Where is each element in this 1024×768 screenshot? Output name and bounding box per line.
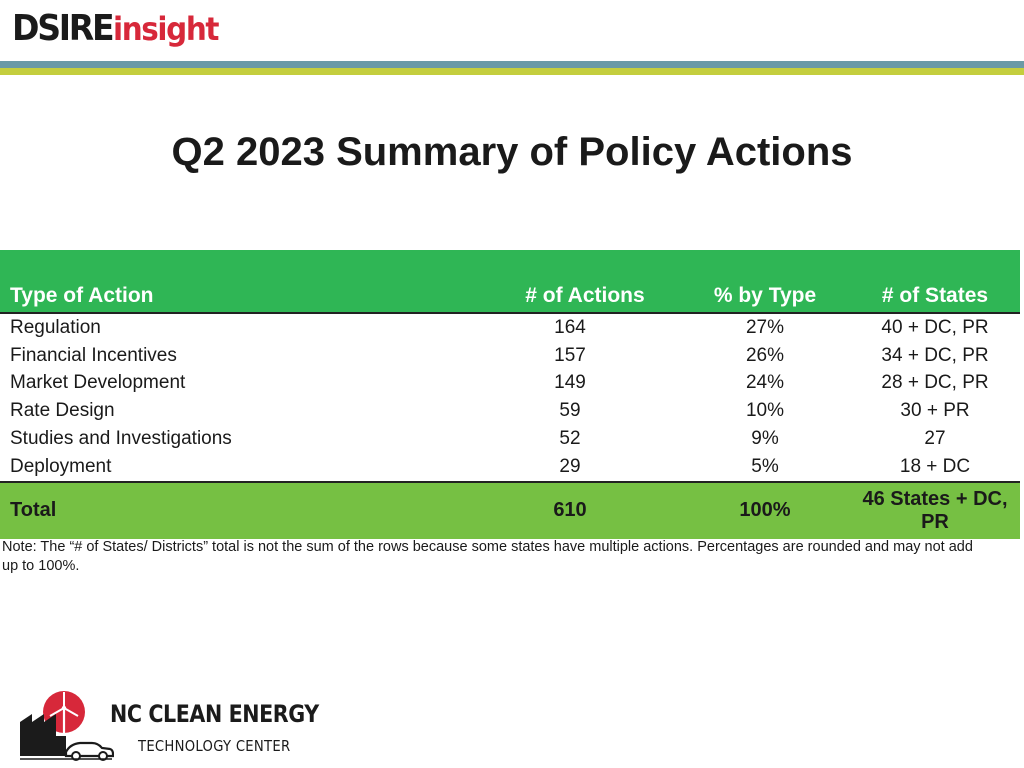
cell-type: Rate Design bbox=[10, 400, 115, 422]
cell-type: Regulation bbox=[10, 316, 101, 338]
table-row: Rate Design 59 10% 30 + PR bbox=[0, 397, 1020, 425]
org-name: NC CLEAN ENERGY bbox=[110, 700, 319, 728]
table-row: Regulation 164 27% 40 + DC, PR bbox=[0, 313, 1020, 342]
table-total-row: Total 610 100% 46 States + DC, PR bbox=[0, 481, 1020, 539]
cell-type: Deployment bbox=[0, 452, 460, 483]
cell-percent: 24% bbox=[745, 372, 785, 394]
cell-type: Market Development bbox=[10, 372, 186, 394]
cell-actions: 59 bbox=[559, 400, 581, 422]
cell-actions: 149 bbox=[554, 372, 586, 394]
table-row: Market Development 149 24% 28 + DC, PR bbox=[0, 370, 1020, 398]
cell-actions: 52 bbox=[559, 428, 581, 450]
cell-states: 34 + DC, PR bbox=[881, 344, 989, 366]
cell-states: 28 + DC, PR bbox=[881, 372, 989, 394]
header-divider-green bbox=[0, 68, 1024, 75]
cell-actions: 164 bbox=[554, 316, 586, 338]
cell-states: 30 + PR bbox=[900, 400, 970, 422]
slide-header: DSIREinsight bbox=[0, 0, 1024, 60]
cell-actions: 29 bbox=[460, 452, 680, 483]
col-header-states: # of States bbox=[850, 250, 1020, 314]
total-states: 46 States + DC, PR bbox=[850, 481, 1020, 539]
table-row: Studies and Investigations 52 9% 27 bbox=[0, 425, 1020, 453]
cell-actions: 157 bbox=[554, 344, 586, 366]
logo-insight-text: insight bbox=[113, 10, 219, 48]
cell-type: Studies and Investigations bbox=[10, 428, 232, 450]
col-header-actions: # of Actions bbox=[460, 250, 680, 314]
cell-percent: 10% bbox=[745, 400, 785, 422]
building-turbine-car-icon bbox=[20, 691, 114, 761]
nc-clean-energy-logo: NC CLEAN ENERGY TECHNOLOGY CENTER bbox=[18, 686, 358, 766]
org-subtitle: TECHNOLOGY CENTER bbox=[138, 737, 291, 755]
table-footnote: Note: The “# of States/ Districts” total… bbox=[2, 539, 973, 574]
dsire-insight-logo: DSIREinsight bbox=[12, 8, 227, 49]
col-header-percent: % by Type bbox=[680, 250, 850, 314]
total-label: Total bbox=[0, 481, 460, 539]
table-row: Deployment 29 5% 18 + DC bbox=[0, 452, 1020, 483]
header-divider-blue bbox=[0, 61, 1024, 68]
slide-title: Q2 2023 Summary of Policy Actions bbox=[171, 130, 853, 174]
table-row: Financial Incentives 157 26% 34 + DC, PR bbox=[0, 342, 1020, 370]
cell-type: Financial Incentives bbox=[10, 344, 177, 366]
cell-states: 18 + DC bbox=[850, 452, 1020, 483]
policy-table-container: Type of Action # of Actions % by Type # … bbox=[0, 250, 1020, 539]
cell-states: 27 bbox=[924, 428, 946, 450]
total-percent: 100% bbox=[680, 481, 850, 539]
total-actions: 610 bbox=[460, 481, 680, 539]
cell-percent: 9% bbox=[751, 428, 779, 450]
cell-states: 40 + DC, PR bbox=[881, 316, 989, 338]
table-header-row: Type of Action # of Actions % by Type # … bbox=[0, 250, 1020, 314]
policy-actions-table: Type of Action # of Actions % by Type # … bbox=[0, 250, 1020, 539]
logo-dsire-text: DSIRE bbox=[12, 8, 115, 49]
cell-percent: 5% bbox=[680, 452, 850, 483]
col-header-type: Type of Action bbox=[0, 250, 460, 314]
cell-percent: 27% bbox=[745, 316, 785, 338]
cell-percent: 26% bbox=[745, 344, 785, 366]
